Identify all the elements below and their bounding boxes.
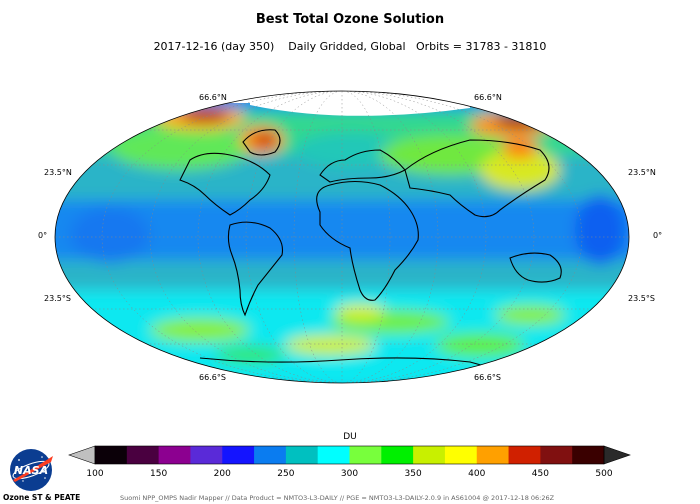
- colorbar-over-arrow: [603, 445, 631, 465]
- lat-label-eq-left: 0°: [38, 231, 48, 240]
- colorbar-swatch: [254, 446, 287, 464]
- colorbar-tick-label: 100: [86, 469, 104, 479]
- colorbar-swatch: [349, 446, 382, 464]
- colorbar-swatch: [222, 446, 255, 464]
- colorbar-under-arrow: [68, 445, 96, 465]
- colorbar-tick-label: 250: [277, 469, 295, 479]
- colorbar-swatch: [572, 446, 605, 464]
- colorbar-title: DU: [343, 432, 357, 442]
- colorbar-tick-label: 500: [595, 469, 613, 479]
- colorbar-swatch: [476, 446, 510, 464]
- map-subtitle: 2017-12-16 (day 350) Daily Gridded, Glob…: [153, 40, 547, 53]
- data-credit: Suomi NPP_OMPS Nadir Mapper // Data Prod…: [120, 494, 555, 502]
- colorbar-swatch: [158, 446, 191, 464]
- lat-label-66s-left: 66.6°S: [199, 373, 226, 382]
- lat-label-23n-left: 23.5°N: [44, 168, 72, 177]
- colorbar-frame: [94, 445, 605, 465]
- nasa-logo-text: NASA: [14, 464, 48, 477]
- colorbar-swatch: [540, 446, 573, 464]
- lat-label-66n-right: 66.6°N: [474, 93, 502, 102]
- lat-label-23n-right: 23.5°N: [628, 168, 656, 177]
- colorbar-swatch: [508, 446, 541, 464]
- colorbar-tick-label: 200: [213, 469, 231, 479]
- lat-label-23s-left: 23.5°S: [44, 294, 71, 303]
- colorbar-tick-label: 300: [340, 469, 359, 479]
- ozone-field: [55, 91, 629, 383]
- colorbar-swatch: [95, 446, 128, 464]
- lat-label-23s-right: 23.5°S: [628, 294, 655, 303]
- colorbar-swatch: [381, 446, 414, 464]
- lat-label-66n-left: 66.6°N: [199, 93, 227, 102]
- colorbar-tick-label: 450: [531, 469, 549, 479]
- lat-label-66s-right: 66.6°S: [474, 373, 501, 382]
- colorbar-swatch: [413, 446, 446, 464]
- ozone-map: [54, 90, 630, 384]
- colorbar-swatch: [317, 446, 350, 464]
- lat-label-eq-right: 0°: [653, 231, 663, 240]
- colorbar-tick-label: 400: [468, 469, 486, 479]
- colorbar-swatch: [126, 446, 160, 464]
- colorbar: [68, 445, 631, 465]
- colorbar-swatch: [190, 446, 223, 464]
- map-title: Best Total Ozone Solution: [255, 12, 445, 27]
- institution-label: Ozone ST & PEATE: [3, 493, 81, 502]
- colorbar-tick-label: 350: [404, 469, 422, 479]
- colorbar-tick-label: 150: [150, 469, 168, 479]
- map-border: [54, 90, 630, 384]
- colorbar-swatch: [285, 446, 319, 464]
- nasa-meatball-icon: NASA: [10, 449, 53, 491]
- colorbar-swatch: [444, 446, 478, 464]
